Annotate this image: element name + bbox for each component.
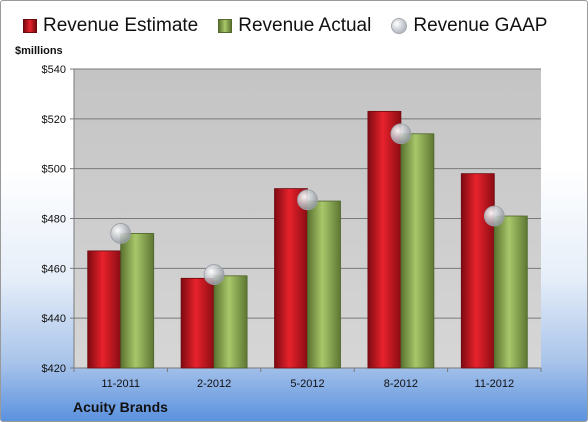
revenue-estimate-bar (87, 250, 122, 369)
revenue-estimate-bar (460, 173, 495, 369)
company-name: Acuity Brands (73, 399, 168, 415)
x-tick-label: 11-2011 (101, 378, 140, 390)
y-axis-label: $millions (15, 45, 63, 57)
legend: Revenue Estimate Revenue Actual Revenue … (23, 15, 567, 37)
revenue-estimate-bar (274, 188, 308, 369)
y-tick-label: $460 (42, 263, 66, 275)
revenue-gaap-marker (110, 223, 132, 244)
x-tick-label: 5-2012 (290, 378, 324, 390)
revenue-estimate-bar (180, 277, 215, 369)
revenue-actual-bar (307, 200, 341, 369)
revenue-actual-bar (400, 133, 435, 369)
y-tick-label: $540 (42, 64, 66, 76)
revenue-gaap-marker (390, 123, 412, 145)
y-tick-label: $440 (42, 313, 66, 325)
y-tick-label: $520 (42, 114, 66, 126)
revenue-actual-bar (213, 275, 248, 369)
y-tick-label: $500 (42, 164, 66, 176)
y-tick-label: $480 (42, 214, 66, 226)
x-tick-label: 8-2012 (384, 378, 418, 390)
y-tick-label: $420 (42, 363, 66, 375)
revenue-actual-bar (493, 215, 528, 369)
x-tick-label: 2-2012 (197, 378, 231, 390)
legend-item-revenue-actual: Revenue Actual (218, 15, 371, 37)
revenue-gaap-marker (203, 264, 225, 285)
x-tick-label: 11-2012 (475, 378, 515, 390)
revenue-gaap-marker (297, 189, 318, 211)
legend-label-revenue-actual: Revenue Actual (238, 15, 372, 36)
legend-swatch-revenue-actual (218, 19, 233, 33)
legend-item-revenue-gaap: Revenue GAAP (391, 15, 547, 37)
legend-label-revenue-gaap: Revenue GAAP (413, 15, 548, 36)
revenue-gaap-marker (483, 205, 505, 227)
legend-swatch-revenue-estimate (23, 19, 37, 33)
legend-item-revenue-estimate: Revenue Estimate (23, 15, 198, 37)
revenue-estimate-bar (367, 110, 402, 369)
legend-label-revenue-estimate: Revenue Estimate (43, 15, 199, 36)
legend-marker-revenue-gaap (391, 18, 408, 34)
revenue-actual-bar (120, 233, 155, 369)
